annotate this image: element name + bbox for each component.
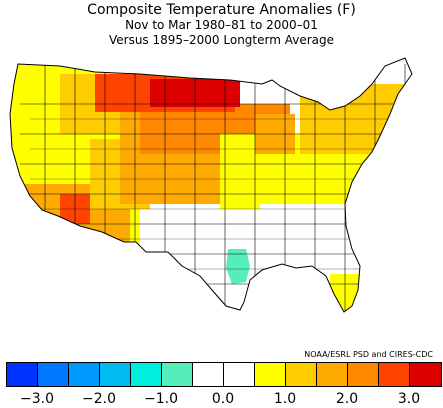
data-credit: NOAA/ESRL PSD and CIRES-CDC <box>304 350 433 359</box>
legend-swatches <box>7 363 441 386</box>
legend-tick-label: −2.0 <box>82 391 116 407</box>
legend-tick-label: −3.0 <box>20 391 54 407</box>
region-east-texas <box>226 249 250 284</box>
legend-tick-label: 3.0 <box>397 391 421 407</box>
legend-swatch <box>131 363 162 386</box>
map-title: Composite Temperature Anomalies (F) <box>87 2 356 18</box>
map-subtitle-baseline: Versus 1895–2000 Longterm Average <box>108 33 335 47</box>
legend-swatch <box>224 363 255 386</box>
us-outline <box>9 57 413 313</box>
legend-tick-label: 0.0 <box>211 391 235 407</box>
legend-swatch <box>100 363 131 386</box>
legend-swatch <box>255 363 286 386</box>
legend-tick-label: 2.0 <box>335 391 359 407</box>
legend-swatch <box>410 363 441 386</box>
legend-labels: −3.0 −2.0 −1.0 0.0 1.0 2.0 3.0 <box>6 390 442 408</box>
legend-swatch <box>379 363 410 386</box>
legend-tick-label: −1.0 <box>144 391 178 407</box>
legend-swatch <box>193 363 224 386</box>
legend-swatch <box>7 363 38 386</box>
region-florida <box>330 274 370 312</box>
legend-swatch <box>348 363 379 386</box>
color-legend: −3.0 −2.0 −1.0 0.0 1.0 2.0 3.0 <box>6 362 442 408</box>
legend-swatch <box>69 363 100 386</box>
title-block: Composite Temperature Anomalies (F) Nov … <box>0 0 443 48</box>
legend-swatch <box>38 363 69 386</box>
map-subtitle-period: Nov to Mar 1980–81 to 2000–01 <box>125 18 318 32</box>
legend-swatch <box>162 363 193 386</box>
legend-swatch <box>286 363 317 386</box>
legend-swatch <box>317 363 348 386</box>
us-climate-division-map <box>9 57 413 313</box>
legend-tick-label: 1.0 <box>273 391 297 407</box>
